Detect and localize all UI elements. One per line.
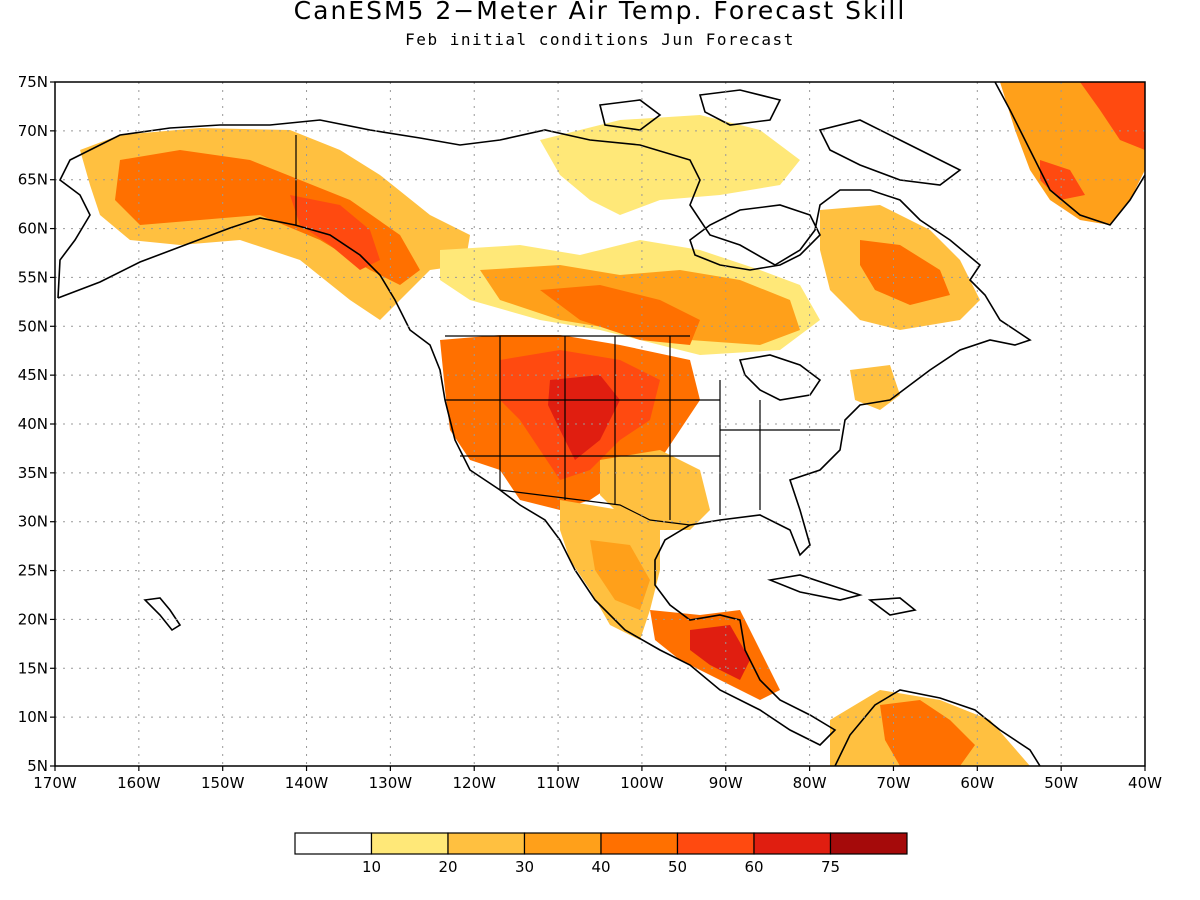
lon-tick-label-120W: 120W	[452, 774, 496, 792]
colorbar-swatch-4	[600, 832, 679, 855]
coastline-arctic-island-1	[698, 89, 782, 126]
lat-lon-grid	[55, 82, 1145, 766]
coastline-hawaii	[143, 597, 182, 632]
lat-tick-label-30N: 30N	[18, 513, 48, 531]
map-subtitle: Feb initial conditions Jun Forecast	[405, 30, 795, 49]
lat-tick-label-5N: 5N	[27, 757, 48, 775]
coastline-greenland	[994, 82, 1145, 226]
lon-tick-label-160W: 160W	[117, 774, 161, 792]
colorbar-swatch-2	[447, 832, 526, 855]
lat-tick-label-50N: 50N	[18, 317, 48, 335]
skill-region-greenland-core	[1080, 82, 1145, 150]
lon-tick-label-150W: 150W	[201, 774, 245, 792]
coastline-baffin	[818, 119, 962, 186]
lon-tick-label-110W: 110W	[536, 774, 580, 792]
skill-region-alaska-core	[115, 150, 420, 285]
lon-tick-label-140W: 140W	[285, 774, 329, 792]
lat-tick-label-55N: 55N	[18, 268, 48, 286]
colorbar: 10 20 30 40 50 60 75	[294, 832, 908, 876]
colorbar-swatch-7	[829, 832, 908, 855]
lat-tick-label-40N: 40N	[18, 415, 48, 433]
lon-tick-label-70W: 70W	[877, 774, 911, 792]
coastline-hudson-bay	[689, 204, 821, 271]
coastline-arctic-island-2	[599, 99, 662, 131]
lon-tick-label-130W: 130W	[369, 774, 413, 792]
lat-tick-label-10N: 10N	[18, 708, 48, 726]
skill-region-south-america-core	[880, 700, 975, 766]
coastline-cuba	[767, 574, 863, 601]
colorbar-label-50: 50	[668, 858, 687, 876]
skill-region-canada-core	[540, 285, 700, 345]
colorbar-swatch-3	[523, 832, 602, 855]
skill-region-arctic-islands	[540, 115, 800, 215]
colorbar-swatch-0	[294, 832, 373, 855]
colorbar-label-75: 75	[821, 858, 840, 876]
skill-region-central-america-core	[690, 625, 750, 680]
lat-tick-label-60N: 60N	[18, 220, 48, 238]
skill-region-quebec-core	[860, 240, 950, 305]
lat-tick-label-65N: 65N	[18, 171, 48, 189]
lat-tick-label-35N: 35N	[18, 464, 48, 482]
colorbar-swatch-6	[753, 832, 832, 855]
coastlines	[57, 82, 1145, 766]
coastline-hispaniola	[867, 597, 917, 616]
lat-tick-label-20N: 20N	[18, 610, 48, 628]
skill-region-yukon-max	[290, 195, 380, 270]
lat-tick-label-25N: 25N	[18, 562, 48, 580]
lon-tick-label-90W: 90W	[709, 774, 743, 792]
political-borders	[295, 135, 840, 526]
coastline-south-america	[834, 689, 1041, 766]
colorbar-label-60: 60	[744, 858, 763, 876]
skill-region-new-england	[850, 365, 900, 410]
lat-tick-label-15N: 15N	[18, 659, 48, 677]
lon-tick-label-40W: 40W	[1128, 774, 1162, 792]
lon-tick-label-60W: 60W	[960, 774, 994, 792]
lon-tick-label-80W: 80W	[793, 774, 827, 792]
lat-tick-label-70N: 70N	[18, 122, 48, 140]
colorbar-label-30: 30	[515, 858, 534, 876]
lon-tick-label-50W: 50W	[1044, 774, 1078, 792]
map-title: CanESM5 2−Meter Air Temp. Forecast Skill	[293, 0, 907, 25]
lat-tick-label-75N: 75N	[18, 73, 48, 91]
colorbar-label-10: 10	[362, 858, 381, 876]
lon-tick-label-100W: 100W	[620, 774, 664, 792]
lat-tick-label-45N: 45N	[18, 366, 48, 384]
skill-region-greenland-south	[1040, 160, 1085, 200]
coastline-great-lakes	[738, 354, 822, 401]
colorbar-swatch-5	[676, 832, 755, 855]
coastline-north-america	[57, 119, 1032, 746]
skill-shading	[80, 82, 1145, 766]
skill-region-texas	[600, 450, 710, 530]
skill-region-rockies-max	[548, 375, 620, 460]
border-us-mexico	[499, 489, 691, 526]
colorbar-label-40: 40	[591, 858, 610, 876]
lon-tick-label-170W: 170W	[33, 774, 77, 792]
colorbar-swatch-1	[370, 832, 449, 855]
longitude-axis: 170W 160W 150W 140W 130W 120W 110W 100W 90W 80W 70…	[33, 766, 1162, 792]
colorbar-label-20: 20	[438, 858, 457, 876]
latitude-axis: 5N 10N 15N 20N 25N 30N 35N 40N 45N 50N 55N 60N 65N 70…	[18, 73, 55, 775]
skill-region-mexico-core	[590, 540, 650, 610]
